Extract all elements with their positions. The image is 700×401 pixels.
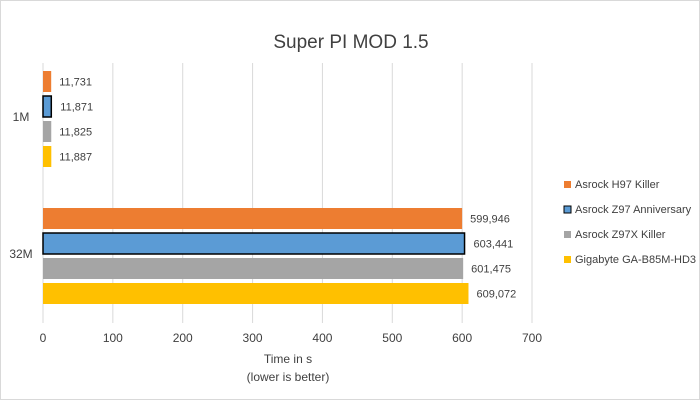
x-tick-label: 100 [103, 331, 123, 345]
x-tick-label: 400 [312, 331, 332, 345]
data-label: 11,825 [59, 127, 92, 139]
x-tick-label: 200 [173, 331, 193, 345]
x-axis-note: (lower is better) [247, 370, 330, 384]
data-label: 601,475 [471, 264, 511, 276]
x-tick-label: 0 [40, 331, 47, 345]
data-label: 11,731 [59, 77, 92, 89]
x-axis-label: Time in s [264, 352, 312, 366]
legend-swatch [564, 231, 571, 238]
x-tick-label: 600 [452, 331, 472, 345]
data-label: 609,072 [476, 289, 516, 301]
bar [42, 95, 53, 118]
x-tick-label: 700 [522, 331, 542, 345]
x-tick-label: 500 [382, 331, 402, 345]
category-label: 32M [9, 247, 32, 261]
data-label: 599,946 [470, 214, 510, 226]
data-label: 11,887 [59, 152, 92, 164]
bar [43, 208, 463, 229]
legend-swatch [564, 181, 571, 188]
bar [43, 121, 52, 142]
data-label: 603,441 [474, 239, 514, 251]
bar [43, 146, 52, 167]
legend-swatch [563, 205, 572, 214]
category-label: 1M [13, 110, 30, 124]
legend-swatch [564, 256, 571, 263]
legend-label: Asrock Z97 Anniversary [575, 204, 692, 216]
bar [43, 283, 469, 304]
bar [43, 258, 464, 279]
bar [42, 232, 466, 255]
chart-title: Super PI MOD 1.5 [273, 32, 428, 53]
legend-label: Gigabyte GA-B85M-HD3 [575, 254, 696, 266]
data-label: 11,871 [60, 102, 93, 114]
bar [43, 71, 52, 92]
x-tick-label: 300 [243, 331, 263, 345]
legend-label: Asrock H97 Killer [575, 179, 660, 191]
legend-label: Asrock Z97X Killer [575, 229, 666, 241]
